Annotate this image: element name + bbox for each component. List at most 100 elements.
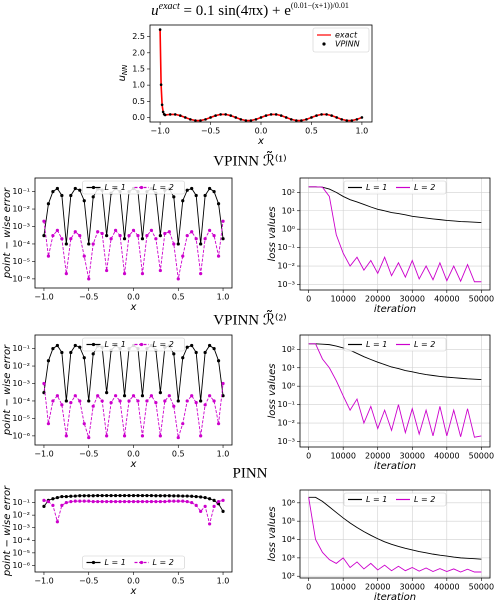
data-point: [73, 186, 77, 191]
data-point: [212, 498, 216, 502]
data-point: [105, 499, 109, 504]
y-tick-label: 10⁻³: [12, 222, 30, 231]
data-point: [149, 493, 154, 498]
data-point: [203, 350, 207, 355]
data-point: [279, 114, 283, 117]
y-tick-label: 10⁰: [282, 225, 295, 234]
data-point: [300, 119, 303, 122]
y-tick-label: 10⁻⁴: [12, 396, 30, 405]
data-point: [208, 186, 212, 191]
data-point: [355, 118, 359, 121]
data-point: [229, 114, 233, 117]
data-point: [176, 242, 180, 246]
data-point: [91, 494, 95, 498]
x-tick-label: −0.5: [79, 450, 98, 459]
y-tick-label: 10⁻²: [277, 419, 295, 428]
data-point: [199, 272, 203, 276]
y-tick-label: 10⁻¹: [277, 400, 295, 409]
data-point: [199, 399, 203, 403]
data-point: [64, 242, 68, 246]
data-point: [140, 272, 145, 276]
data-point: [60, 403, 64, 407]
data-point: [181, 199, 185, 203]
data-point: [194, 350, 198, 355]
data-point: [78, 399, 82, 403]
y-tick-label: 10⁻¹: [12, 498, 30, 507]
x-tick-label: 0.0: [127, 450, 140, 459]
data-point: [91, 499, 95, 504]
data-point: [216, 359, 221, 363]
data-point: [131, 499, 136, 504]
legend-box: [343, 492, 447, 507]
data-point: [87, 277, 91, 281]
y-tick-label: 10⁻⁵: [12, 414, 30, 423]
legend-marker: [139, 185, 144, 190]
data-point: [194, 401, 198, 405]
legend-label: L = 1: [105, 183, 126, 192]
data-point: [69, 350, 73, 355]
data-point: [46, 499, 51, 504]
data-point: [69, 494, 73, 498]
data-point: [181, 422, 185, 426]
x-axis-label: x: [257, 136, 264, 147]
data-point: [131, 493, 136, 498]
data-point: [154, 499, 158, 504]
data-point: [190, 394, 194, 398]
title-exp: (0.01−(x+1))/0.01: [291, 1, 349, 10]
data-point: [221, 394, 225, 398]
legend-marker: [91, 560, 96, 565]
y-tick-label: 10⁴: [282, 535, 295, 544]
legend-label: L = 1: [366, 495, 387, 504]
data-point: [55, 394, 59, 398]
data-point: [172, 494, 176, 498]
data-point: [176, 277, 180, 281]
data-point: [131, 228, 136, 232]
data-point: [109, 499, 113, 504]
data-point: [73, 230, 77, 234]
data-point: [87, 242, 91, 246]
data-point: [105, 493, 109, 498]
data-point: [194, 119, 197, 122]
legend-label: VPINN: [335, 40, 360, 49]
data-point: [167, 394, 171, 398]
data-point: [96, 230, 100, 234]
data-point: [145, 499, 149, 504]
data-point: [109, 237, 113, 241]
data-point: [264, 114, 268, 117]
data-point: [87, 435, 91, 440]
data-point: [145, 493, 149, 498]
data-point: [154, 494, 158, 498]
plot: −1.0 −0.5 0.0 0.5 1.0 10⁻⁶ 10⁻⁵ 10⁻⁴ 10⁻³ 10⁻² 10⁻…: [2, 334, 233, 470]
title-sup: exact: [159, 1, 180, 12]
legend-label: L = 1: [366, 183, 387, 192]
data-point: [335, 116, 338, 119]
y-tick-label: 10⁻³: [12, 379, 30, 388]
data-point: [78, 234, 82, 238]
legend-label: L = 2: [153, 558, 174, 567]
x-tick-label: 20000: [365, 583, 390, 592]
y-tick-label: 10⁵: [282, 517, 295, 526]
data-point: [113, 499, 118, 504]
data-point: [105, 391, 109, 395]
series-line: [308, 343, 482, 380]
data-point: [91, 404, 95, 408]
data-point: [221, 498, 225, 502]
legend-label: L = 2: [414, 340, 435, 349]
data-point: [100, 499, 104, 504]
data-point: [340, 118, 344, 121]
x-tick-label: −0.5: [201, 127, 220, 136]
x-tick-label: 1.0: [356, 127, 369, 136]
legend-marker: [139, 560, 144, 565]
data-point: [69, 193, 73, 198]
data-point: [113, 228, 118, 232]
y-tick-label: 10⁻¹: [277, 243, 295, 252]
x-tick-label: 1.0: [217, 450, 230, 459]
legend-label: L = 1: [105, 558, 126, 567]
data-point: [136, 234, 140, 238]
y-tick-label: 1.0: [132, 81, 145, 90]
y-tick-label: 10⁻¹: [12, 187, 30, 196]
data-point: [78, 494, 82, 498]
x-tick-label: 0: [306, 295, 311, 304]
x-tick-label: 40000: [434, 295, 459, 304]
data-point: [82, 499, 86, 503]
